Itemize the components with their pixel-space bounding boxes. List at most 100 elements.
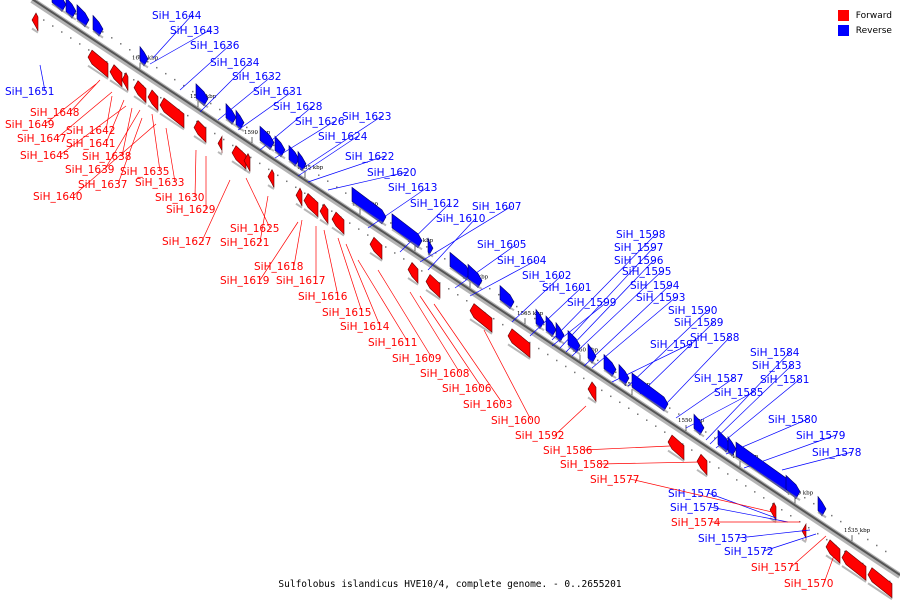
leader-line <box>483 329 532 421</box>
forward-gene-shadow <box>147 104 159 113</box>
grid-dot <box>678 413 680 415</box>
leader-line <box>151 113 161 172</box>
gene-label-sih-1609: SiH_1609 <box>392 353 441 365</box>
leader-line <box>582 445 671 451</box>
legend-label-reverse: Reverse <box>855 25 892 36</box>
leader-line <box>367 186 429 229</box>
gene-label-sih-1648: SiH_1648 <box>30 107 79 119</box>
grid-dot <box>516 305 518 308</box>
leader-line <box>627 309 709 387</box>
grid-dot <box>385 246 387 248</box>
reverse-gene-shadow <box>535 324 545 332</box>
forward-gene-shadow <box>587 396 597 404</box>
gene-label-sih-1629: SiH_1629 <box>166 204 215 216</box>
grid-dot <box>457 294 459 296</box>
reverse-gene-shadow <box>499 300 515 312</box>
forward-gene-shadow <box>667 449 685 462</box>
grid-dot <box>498 293 500 296</box>
grid-dot <box>156 66 158 69</box>
gene-label-sih-1584: SiH_1584 <box>750 347 800 359</box>
forward-gene <box>801 522 807 541</box>
grid-dot <box>394 252 396 254</box>
forward-gene <box>193 120 207 144</box>
forward-gene-shadow <box>87 64 109 80</box>
grid-dot <box>268 168 270 171</box>
leader-line <box>511 274 563 323</box>
leader-line <box>709 506 789 523</box>
gene-label-sih-1571: SiH_1571 <box>751 562 800 574</box>
leader-line <box>105 95 113 131</box>
grid-dot <box>556 359 558 362</box>
reverse-gene <box>817 495 827 517</box>
leader-line <box>105 99 125 144</box>
legend-label-forward: Forward <box>855 10 892 21</box>
grid-dot <box>817 532 819 535</box>
gene-label-sih-1639: SiH_1639 <box>65 164 114 176</box>
grid-dot <box>525 311 527 314</box>
grid-dot <box>502 323 504 326</box>
forward-gene-shadow <box>159 112 185 131</box>
forward-gene <box>769 502 777 521</box>
grid-dot <box>534 317 536 320</box>
leader-line <box>409 291 461 374</box>
grid-dot <box>840 520 842 523</box>
forward-gene <box>331 211 345 235</box>
leader-line <box>179 44 231 91</box>
grid-dot <box>174 78 176 81</box>
grid-dot <box>223 138 225 141</box>
grid-dot <box>187 114 189 117</box>
reverse-gene <box>727 435 737 457</box>
grid-dot <box>790 515 792 517</box>
reverse-gene-shadow <box>545 330 557 340</box>
gene-label-sih-1573: SiH_1573 <box>698 533 747 545</box>
grid-dot <box>426 246 428 248</box>
grid-dot <box>691 449 693 451</box>
reverse-gene-shadow <box>693 428 705 438</box>
reverse-gene-shadow <box>555 337 565 345</box>
grid-dot <box>336 186 338 188</box>
forward-gene <box>696 453 708 476</box>
grid-dot <box>327 180 329 182</box>
grid-dot <box>714 437 716 439</box>
forward-gene-shadow <box>217 151 223 156</box>
grid-dot <box>183 84 185 87</box>
grid-dot <box>421 270 423 272</box>
leader-line <box>44 83 97 125</box>
grid-dot <box>165 72 167 75</box>
leader-line <box>56 91 113 139</box>
gene-label-sih-1586: SiH_1586 <box>543 445 593 457</box>
reverse-gene <box>427 237 434 256</box>
forward-gene-shadow <box>267 184 275 190</box>
leader-line <box>237 90 294 131</box>
grid-dot <box>718 467 720 469</box>
forward-gene <box>425 273 441 299</box>
leader-line <box>629 478 773 513</box>
gene-label-sih-1649: SiH_1649 <box>5 119 54 131</box>
grid-dot <box>250 156 252 159</box>
gene-label-sih-1607: SiH_1607 <box>472 201 521 213</box>
grid-dot <box>889 580 891 583</box>
grid-dot <box>682 443 684 445</box>
leader-line <box>307 155 386 183</box>
grid-dot <box>754 491 756 493</box>
grid-dot <box>727 473 729 475</box>
grid-dot <box>439 282 441 284</box>
grid-dot <box>849 526 851 529</box>
reverse-gene <box>535 308 545 330</box>
leader-line <box>72 123 157 197</box>
leader-line <box>337 237 363 313</box>
leader-line <box>611 343 691 383</box>
gene-label-sih-1606: SiH_1606 <box>442 383 492 395</box>
reverse-gene-shadow <box>587 358 597 366</box>
forward-gene-shadow <box>109 79 123 90</box>
leader-line <box>571 270 663 357</box>
grid-dot <box>403 258 405 260</box>
leader-line <box>399 202 451 253</box>
grid-dot <box>318 174 320 176</box>
forward-gene-shadow <box>193 135 207 145</box>
leader-line <box>293 219 303 267</box>
forward-gene <box>507 328 531 359</box>
gene-label-sih-1587: SiH_1587 <box>694 373 743 385</box>
grid-dot <box>763 497 765 499</box>
forward-swatch <box>837 10 849 21</box>
